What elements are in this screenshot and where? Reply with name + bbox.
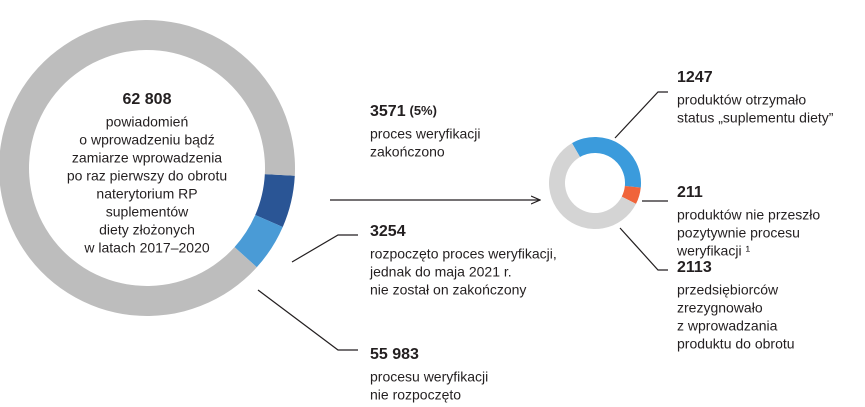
slice-label: rozpoczęto proces weryfikacji, (370, 246, 557, 262)
center-text: zamiarze wprowadzenia (72, 150, 222, 166)
value-number: 211 (677, 184, 703, 201)
center-text: o wprowadzeniu bądź (79, 132, 214, 148)
center-text: po raz pierwszy do obrotu (67, 168, 227, 184)
value-number: 3254 (370, 223, 406, 240)
leader-line (291, 234, 358, 263)
value-number: 2113 (677, 259, 712, 276)
value-label: 211 (677, 184, 703, 201)
value-label: 1247 (677, 69, 713, 86)
slice-label: zakończono (370, 144, 445, 160)
slice-label: proces weryfikacji (370, 126, 480, 142)
value-number: 1247 (677, 69, 713, 86)
slice-label: nie został on zakończony (370, 282, 526, 298)
donut-hole (29, 50, 265, 286)
slice-label: weryfikacji ¹ (676, 243, 750, 259)
donut-slice (549, 143, 636, 229)
slice-label: produktów otrzymało (677, 92, 806, 108)
slice-label: status „suplementu diety” (677, 110, 834, 126)
donut-slice (255, 174, 295, 227)
value-label: 3571 (5%) (370, 103, 437, 121)
slice-label: jednak do maja 2021 r. (369, 264, 512, 280)
center-text: diety złożonych (99, 222, 195, 238)
leader-line (619, 227, 668, 271)
slice-label: przedsiębiorców (677, 282, 779, 298)
slice-label: procesu weryfikacji (370, 369, 488, 385)
value-label: 55 983 (370, 346, 419, 363)
center-text: suplementów (106, 204, 189, 220)
value-number: 55 983 (370, 346, 419, 363)
leader-line (614, 91, 668, 139)
value-label: 2113 (677, 259, 712, 276)
center-text: powiadomień (106, 114, 189, 130)
leader-line (257, 289, 358, 351)
donut-slice (621, 185, 641, 204)
slice-label: produktów nie przeszło (677, 207, 820, 223)
donut-slice (234, 214, 283, 268)
slice-label: produktu do obrotu (677, 336, 795, 352)
slice-label: zrezygnowało (677, 300, 763, 316)
slice-label: z wprowadzania (677, 318, 778, 334)
value-number: 3571 (370, 103, 406, 120)
center-text: w latach 2017–2020 (83, 240, 210, 256)
center-text: naterytorium RP (96, 186, 197, 202)
slice-label: pozytywnie procesu (677, 225, 800, 241)
donut-slice (572, 137, 641, 188)
value-note: (5%) (409, 103, 436, 118)
total-label: 62 808 (123, 91, 172, 108)
value-label: 3254 (370, 223, 406, 240)
slice-label: nie rozpoczęto (370, 387, 461, 403)
